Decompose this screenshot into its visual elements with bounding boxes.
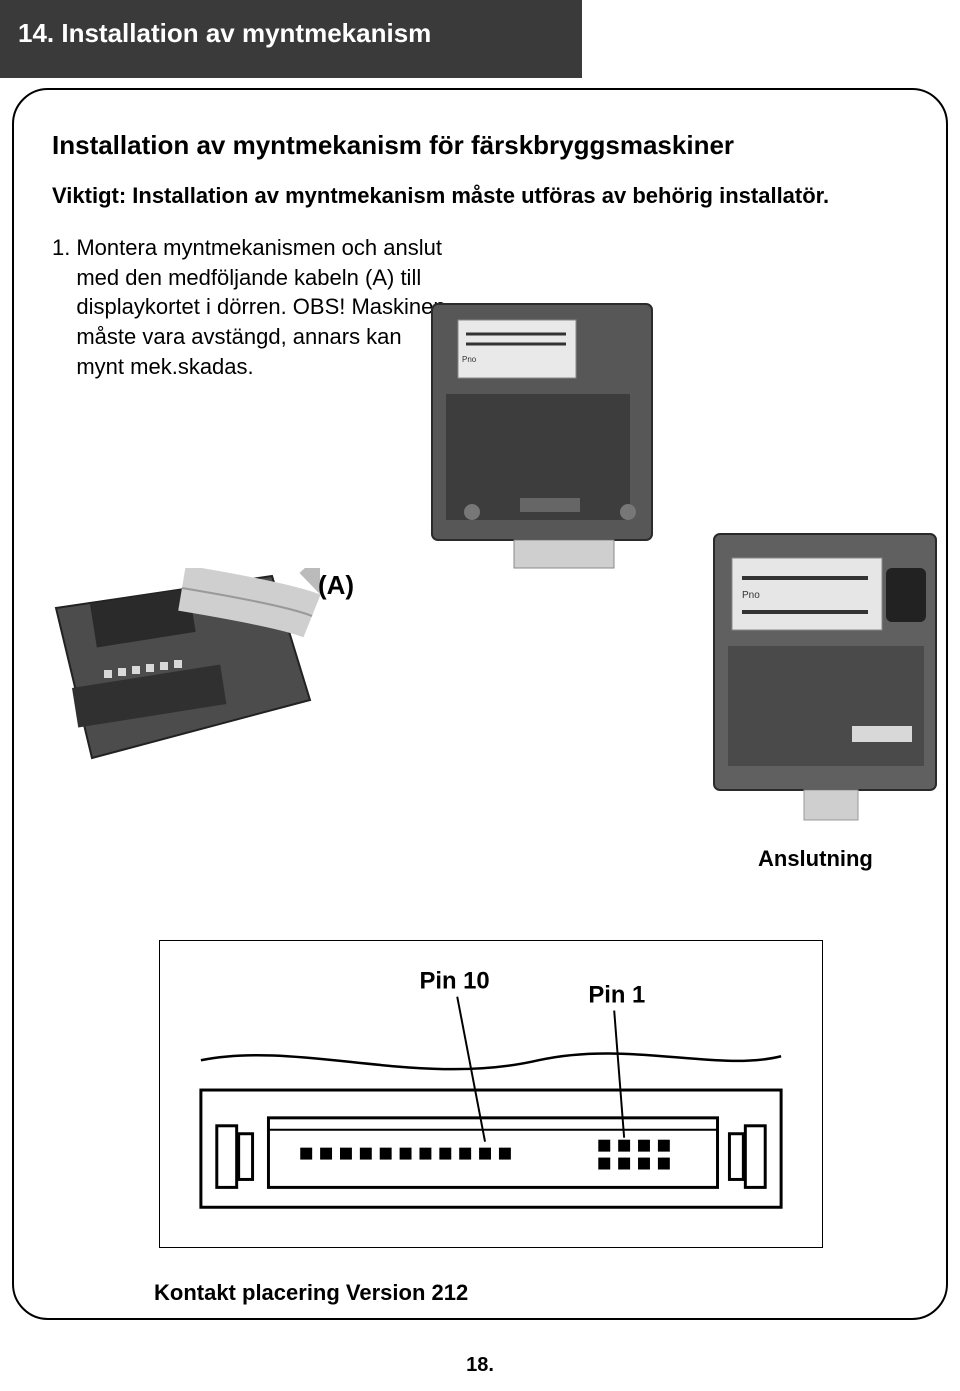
diagram-caption: Kontakt placering Version 212 xyxy=(154,1280,468,1306)
page-number: 18. xyxy=(466,1354,494,1377)
svg-text:Pno: Pno xyxy=(462,355,477,364)
label-a: (A) xyxy=(318,570,354,601)
pin1-label: Pin 1 xyxy=(588,982,645,1009)
coin-mechanism-photo: Pno xyxy=(424,298,692,580)
section-subtitle: Installation av myntmekanism för färskbr… xyxy=(52,130,908,161)
page: 14. Installation av myntmekanism Install… xyxy=(0,0,960,1391)
section-header-bar: 14. Installation av myntmekanism xyxy=(0,0,582,78)
important-note: Viktigt: Installation av myntmekanism må… xyxy=(52,183,908,209)
step-1-text: Montera myntmekanismen och anslut med de… xyxy=(76,233,446,381)
svg-text:Pno: Pno xyxy=(742,590,760,601)
connection-label: Anslutning xyxy=(758,846,873,872)
pin10-label: Pin 10 xyxy=(419,968,489,995)
content-frame: Installation av myntmekanism för färskbr… xyxy=(12,88,948,1320)
pin-connector-diagram: Pin 10 Pin 1 xyxy=(159,940,823,1248)
step-1-number: 1. xyxy=(52,233,70,263)
section-header-title: 14. Installation av myntmekanism xyxy=(18,18,568,49)
display-board-photo xyxy=(32,568,320,788)
connected-unit-photo: Pno xyxy=(708,528,946,824)
